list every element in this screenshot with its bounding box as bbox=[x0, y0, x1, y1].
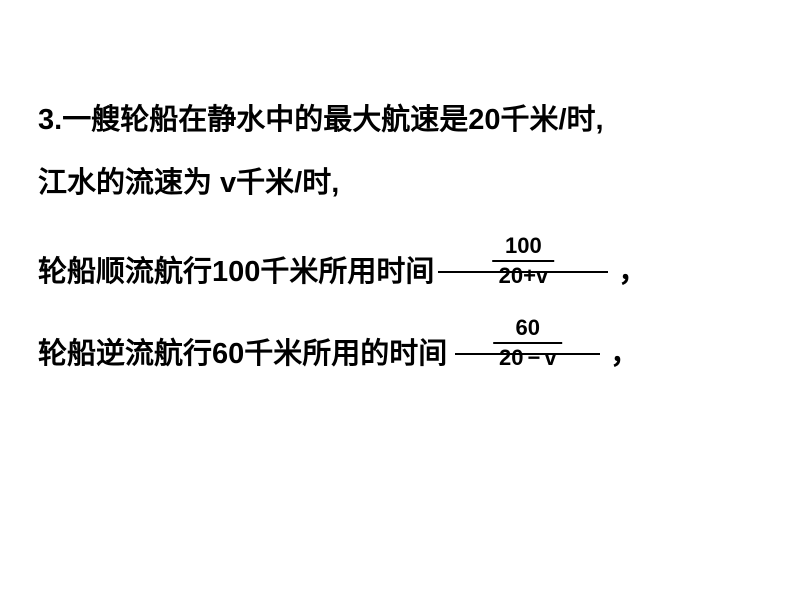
line3-prefix: 轮船顺流航行100千米所用时间 bbox=[38, 252, 434, 293]
frac2-den-left: 20 bbox=[499, 345, 523, 370]
fraction-2: 60 20−v bbox=[493, 317, 563, 369]
line2-text: 江水的流速为 v千米/时, bbox=[38, 163, 339, 204]
problem-content: 3.一艘轮船在静水中的最大航速是20千米/时, 江水的流速为 v千米/时, 轮船… bbox=[38, 100, 758, 375]
comma-1: ， bbox=[618, 252, 647, 293]
line-2: 江水的流速为 v千米/时, bbox=[38, 163, 758, 204]
fraction-1-denominator: 20+v bbox=[493, 260, 555, 287]
blank-2-wrap: 60 20−v bbox=[455, 333, 600, 375]
fraction-2-denominator: 20−v bbox=[493, 342, 563, 369]
frac2-den-right: v bbox=[544, 345, 556, 370]
fraction-1-numerator: 100 bbox=[501, 235, 546, 260]
line-1: 3.一艘轮船在静水中的最大航速是20千米/时, bbox=[38, 100, 758, 141]
line4-prefix: 轮船逆流航行60千米所用的时间 bbox=[38, 334, 447, 375]
comma-2: ， bbox=[610, 334, 639, 375]
fraction-1: 100 20+v bbox=[493, 235, 555, 287]
problem-number: 3. bbox=[38, 100, 62, 141]
blank-1-wrap: 100 20+v bbox=[438, 251, 608, 293]
line-3: 轮船顺流航行100千米所用时间 100 20+v ， bbox=[38, 251, 758, 293]
line1-text: 一艘轮船在静水中的最大航速是20千米/时, bbox=[62, 100, 603, 141]
fraction-2-numerator: 60 bbox=[512, 317, 544, 342]
line-4: 轮船逆流航行60千米所用的时间 60 20−v ， bbox=[38, 333, 758, 375]
frac2-den-op: − bbox=[527, 345, 540, 370]
